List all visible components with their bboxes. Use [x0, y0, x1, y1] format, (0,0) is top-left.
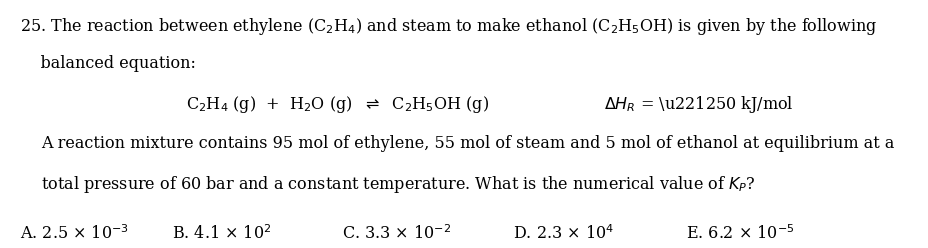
Text: B. 4.1 × 10$^{2}$: B. 4.1 × 10$^{2}$ — [172, 224, 271, 243]
Text: D. 2.3 × 10$^{4}$: D. 2.3 × 10$^{4}$ — [512, 224, 613, 243]
Text: $\Delta H_R$ = \u221250 kJ/mol: $\Delta H_R$ = \u221250 kJ/mol — [603, 94, 793, 115]
Text: E. 6.2 × 10$^{-5}$: E. 6.2 × 10$^{-5}$ — [685, 224, 793, 243]
Text: total pressure of 60 bar and a constant temperature. What is the numerical value: total pressure of 60 bar and a constant … — [41, 174, 754, 195]
Text: 25. The reaction between ethylene (C$_2$H$_4$) and steam to make ethanol (C$_2$H: 25. The reaction between ethylene (C$_2$… — [20, 16, 877, 37]
Text: A. 2.5 × 10$^{-3}$: A. 2.5 × 10$^{-3}$ — [20, 224, 129, 243]
Text: C. 3.3 × 10$^{-2}$: C. 3.3 × 10$^{-2}$ — [342, 224, 451, 243]
Text: A reaction mixture contains 95 mol of ethylene, 55 mol of steam and 5 mol of eth: A reaction mixture contains 95 mol of et… — [41, 135, 894, 152]
Text: balanced equation:: balanced equation: — [20, 55, 196, 72]
Text: C$_2$H$_4$ (g)  +  H$_2$O (g)  $\rightleftharpoons$  C$_2$H$_5$OH (g): C$_2$H$_4$ (g) + H$_2$O (g) $\rightlefth… — [186, 94, 488, 115]
